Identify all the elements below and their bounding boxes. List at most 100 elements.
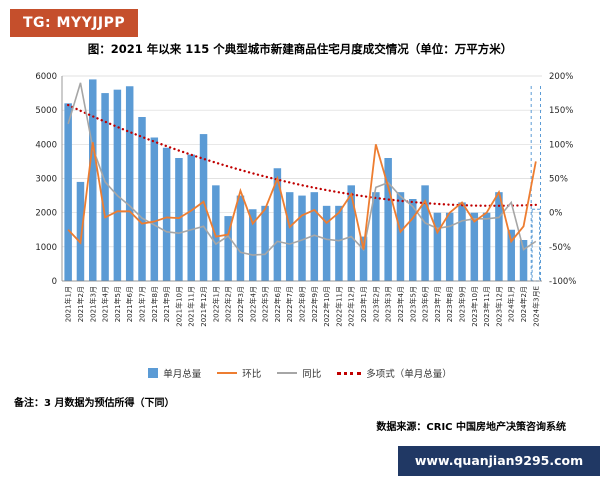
bar <box>224 216 232 281</box>
legend-swatch-bar <box>148 368 159 378</box>
bar <box>113 89 122 281</box>
mom-line <box>67 142 537 250</box>
x-axis-label: 2022年9月 <box>310 286 319 322</box>
bar <box>101 93 109 281</box>
bar <box>175 158 183 281</box>
right-axis-tick: 200% <box>549 72 573 82</box>
right-axis-tick: -50% <box>549 243 571 253</box>
x-axis-label: 2022年2月 <box>224 286 233 322</box>
right-axis-tick: 0% <box>549 209 563 219</box>
bar <box>421 185 429 281</box>
bar <box>138 117 146 281</box>
bar <box>409 199 417 281</box>
x-axis-label: 2023年9月 <box>458 286 467 322</box>
x-axis-label: 2021年10月 <box>174 286 183 327</box>
bar <box>347 185 355 281</box>
x-axis-label: 2023年8月 <box>445 286 454 322</box>
x-axis-label: 2024年3月E <box>531 286 540 327</box>
legend-item: 单月总量 <box>148 366 201 380</box>
bar <box>384 158 392 281</box>
bar-estimated <box>531 208 541 282</box>
bar <box>310 192 319 281</box>
bar <box>249 209 257 281</box>
footnote: 备注：3 月数据为预估所得（下同） <box>14 398 175 409</box>
left-axis-tick: 3000 <box>35 175 57 185</box>
right-axis-tick: -100% <box>549 277 576 287</box>
bar <box>458 202 466 281</box>
bar <box>433 212 442 281</box>
bar <box>261 205 269 281</box>
x-axis-label: 2022年3月 <box>236 286 245 322</box>
x-axis-label: 2023年11月 <box>482 286 491 327</box>
legend-item: 多项式（单月总量） <box>337 366 452 380</box>
data-source: 数据来源：CRIC 中国房地产决策咨询系统 <box>376 422 566 433</box>
left-axis-tick: 6000 <box>35 72 57 82</box>
chart-title: 图：2021 年以来 115 个典型城市新建商品住宅月度成交情况（单位：万平方米… <box>87 42 513 56</box>
legend-swatch-yoy <box>277 372 298 374</box>
x-axis-label: 2022年4月 <box>248 286 257 322</box>
chart-canvas: 0 1000 2000 3000 4000 5000 6000 -100% -50% 0% 50% 1… <box>35 72 576 327</box>
bar <box>298 195 306 281</box>
x-axis-label: 2021年8月 <box>150 286 159 322</box>
x-axis-label: 2022年7月 <box>285 286 294 322</box>
x-axis-label: 2022年8月 <box>298 286 307 322</box>
x-axis-label: 2023年7月 <box>433 286 442 322</box>
left-axis-tick: 4000 <box>35 140 57 150</box>
bar <box>482 212 491 281</box>
x-axis-label: 2021年2月 <box>76 286 85 322</box>
bar <box>212 185 220 281</box>
bar <box>322 205 331 281</box>
website-badge: www.quanjian9295.com <box>398 446 600 476</box>
x-axis-label: 2022年10月 <box>322 286 331 327</box>
bar <box>187 154 195 281</box>
bar <box>495 192 503 281</box>
left-axis-tick: 5000 <box>35 106 57 116</box>
x-axis-label: 2022年1月 <box>211 286 220 322</box>
legend-swatch-trend <box>337 371 362 375</box>
bar <box>273 168 282 281</box>
x-axis-label: 2022年11月 <box>334 286 343 327</box>
x-axis-label: 2023年3月 <box>384 286 393 322</box>
x-axis-label: 2023年4月 <box>396 286 405 322</box>
bar <box>507 229 515 281</box>
left-axis-tick: 0 <box>52 277 57 287</box>
legend-label: 同比 <box>302 369 322 380</box>
x-axis-label: 2023年1月 <box>359 286 368 322</box>
bar <box>162 147 171 281</box>
legend-swatch-mom <box>217 372 238 374</box>
legend-item: 环比 <box>217 366 261 380</box>
x-axis-label: 2021年4月 <box>101 286 110 322</box>
legend-item: 同比 <box>277 366 321 380</box>
x-axis-label: 2021年7月 <box>138 286 147 322</box>
chart: 0 1000 2000 3000 4000 5000 6000 -100% -50% 0% 50% 1… <box>12 56 588 358</box>
left-axis-tick: 2000 <box>35 209 57 219</box>
bar <box>199 134 208 281</box>
left-axis-tick: 1000 <box>35 243 57 253</box>
bar <box>150 137 159 281</box>
bar <box>285 192 294 281</box>
x-axis-label: 2022年12月 <box>347 286 356 327</box>
x-axis-label: 2024年1月 <box>507 286 516 322</box>
x-axis-label: 2022年6月 <box>273 286 282 322</box>
bar <box>125 86 134 281</box>
x-axis-label: 2021年9月 <box>162 286 171 322</box>
legend-label: 多项式（单月总量） <box>366 369 452 380</box>
right-axis-tick: 100% <box>549 140 573 150</box>
bar <box>89 79 97 282</box>
bar <box>372 192 380 281</box>
x-axis-label: 2023年10月 <box>470 286 479 327</box>
bar <box>445 212 454 281</box>
x-axis-label: 2021年12月 <box>199 286 208 327</box>
tg-badge: TG: MYYJJPP <box>10 9 139 37</box>
bar <box>359 236 368 281</box>
bar <box>76 181 85 281</box>
bar <box>470 212 479 281</box>
bar <box>335 205 343 281</box>
bar <box>236 195 245 281</box>
x-axis-label: 2021年5月 <box>113 286 122 322</box>
bar <box>64 103 72 281</box>
right-axis-tick: 150% <box>549 106 573 116</box>
x-axis-label: 2024年2月 <box>519 286 528 322</box>
x-axis-label: 2023年12月 <box>494 286 503 327</box>
legend-label: 单月总量 <box>163 369 202 380</box>
